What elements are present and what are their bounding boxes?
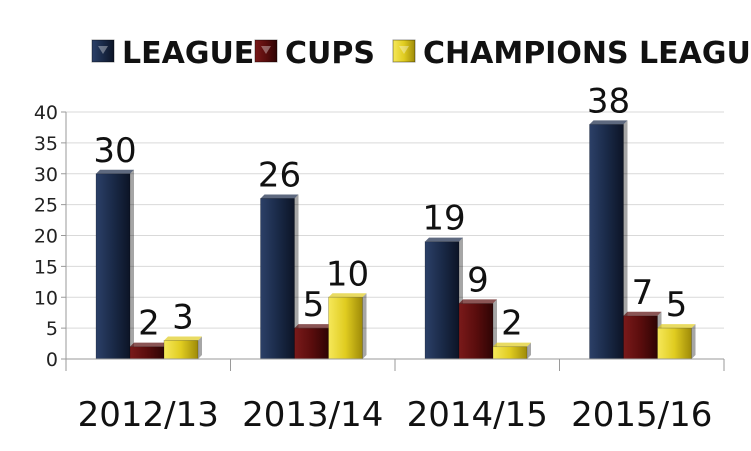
data-label: 7 bbox=[632, 273, 654, 313]
bar-face bbox=[328, 296, 363, 360]
y-tick-label: 10 bbox=[34, 287, 58, 309]
bar-face bbox=[294, 327, 329, 360]
y-tick-label: 20 bbox=[34, 226, 58, 248]
bar-side bbox=[130, 169, 134, 359]
x-tick-label: 2015/16 bbox=[571, 395, 712, 435]
legend-item-champions-league: CHAMPIONS LEAGUE bbox=[392, 36, 751, 71]
y-tick-label: 30 bbox=[34, 164, 58, 186]
bar-face bbox=[492, 346, 528, 360]
legend-swatch bbox=[392, 39, 416, 63]
bar-side bbox=[198, 336, 202, 359]
x-tick-label: 2014/15 bbox=[407, 395, 548, 435]
bar-cups bbox=[129, 342, 168, 360]
bar-league bbox=[589, 120, 628, 360]
y-tick-label: 5 bbox=[46, 318, 58, 340]
bar-face bbox=[458, 303, 494, 360]
y-tick-label: 0 bbox=[46, 349, 58, 371]
bar-side bbox=[691, 324, 696, 359]
data-label: 3 bbox=[172, 297, 194, 337]
bar-side bbox=[362, 293, 367, 359]
legend-item-cups: CUPS bbox=[254, 36, 375, 71]
data-label: 2 bbox=[501, 304, 523, 344]
x-tick-label: 2013/14 bbox=[242, 395, 383, 435]
y-tick-label: 35 bbox=[34, 133, 58, 155]
bar-top bbox=[328, 293, 367, 298]
bar-face bbox=[424, 241, 460, 360]
legend: LEAGUE CUPS CHAMPIONS LEAGUE bbox=[91, 36, 751, 71]
data-label: 5 bbox=[666, 285, 688, 325]
data-label: 26 bbox=[258, 155, 301, 195]
bar-top bbox=[425, 237, 463, 242]
bar-top bbox=[164, 336, 202, 341]
bar-league bbox=[260, 194, 299, 360]
bar-cups bbox=[623, 311, 662, 360]
y-axis: 0 5 10 15 20 25 30 35 40 bbox=[34, 102, 67, 371]
bars: 30 26 19 38 2 5 9 7 3 10 2 5 bbox=[93, 81, 696, 360]
legend-label: CHAMPIONS LEAGUE bbox=[423, 36, 751, 71]
bar-face bbox=[589, 123, 624, 360]
bar-top bbox=[260, 194, 299, 199]
bar-top bbox=[459, 299, 497, 304]
y-tick-label: 25 bbox=[34, 195, 58, 217]
y-tick-label: 40 bbox=[34, 102, 58, 124]
bar-cups bbox=[458, 299, 497, 360]
data-label: 30 bbox=[93, 131, 136, 171]
bar-champions-league bbox=[492, 342, 531, 360]
legend-item-league: LEAGUE bbox=[91, 36, 254, 71]
data-label: 5 bbox=[303, 285, 325, 325]
bar-side bbox=[294, 194, 299, 359]
legend-label: LEAGUE bbox=[122, 36, 254, 71]
bar-face bbox=[163, 340, 199, 360]
bar-league bbox=[424, 237, 463, 360]
legend-swatch-gloss bbox=[98, 46, 108, 54]
data-label: 2 bbox=[138, 304, 160, 344]
bar-side bbox=[527, 342, 531, 359]
bar-top bbox=[657, 324, 696, 329]
bar-face bbox=[623, 315, 658, 360]
bar-cups bbox=[294, 324, 333, 360]
bar-league bbox=[95, 169, 134, 360]
bar-face bbox=[657, 327, 692, 360]
x-axis: 2012/13 2013/14 2014/15 2015/16 bbox=[65, 358, 725, 435]
bar-champions-league bbox=[657, 324, 696, 360]
bar-top bbox=[130, 342, 168, 347]
bar-top bbox=[294, 324, 333, 329]
bar-top bbox=[623, 311, 662, 316]
data-label: 10 bbox=[326, 254, 369, 294]
legend-swatch bbox=[91, 39, 115, 63]
bar-face bbox=[260, 198, 295, 360]
bar-top bbox=[589, 120, 628, 125]
bar-champions-league bbox=[328, 293, 367, 360]
bar-top bbox=[493, 342, 531, 347]
bar-face bbox=[129, 346, 165, 360]
legend-swatch-gloss bbox=[261, 46, 271, 54]
data-label: 19 bbox=[422, 199, 465, 239]
bar-champions-league bbox=[163, 336, 202, 360]
legend-swatch bbox=[254, 39, 278, 63]
data-label: 38 bbox=[587, 81, 630, 121]
legend-label: CUPS bbox=[285, 36, 375, 71]
y-tick-label: 15 bbox=[34, 256, 58, 278]
data-label: 9 bbox=[467, 260, 489, 300]
bar-top bbox=[96, 169, 134, 174]
legend-swatch-gloss bbox=[399, 46, 409, 54]
bar-face bbox=[95, 173, 131, 360]
x-tick-label: 2012/13 bbox=[78, 395, 219, 435]
bar-side bbox=[623, 120, 628, 359]
